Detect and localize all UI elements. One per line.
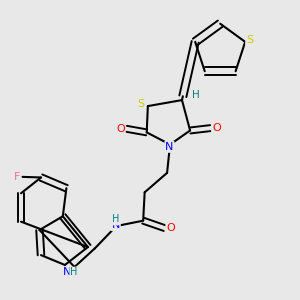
Text: F: F (14, 172, 20, 182)
Text: N: N (165, 142, 174, 152)
Text: H: H (70, 267, 77, 278)
Text: N: N (112, 220, 120, 230)
Text: O: O (116, 124, 125, 134)
Text: N: N (63, 267, 71, 278)
Text: H: H (191, 90, 199, 100)
Text: S: S (246, 35, 253, 45)
Text: O: O (166, 223, 175, 233)
Text: O: O (212, 123, 221, 133)
Text: H: H (112, 214, 119, 224)
Text: S: S (138, 99, 145, 109)
